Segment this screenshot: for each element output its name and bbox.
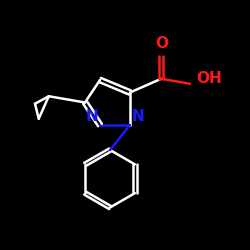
Text: N: N (131, 109, 144, 124)
Text: OH: OH (196, 71, 222, 86)
Text: O: O (155, 36, 168, 51)
Text: N: N (86, 109, 99, 124)
